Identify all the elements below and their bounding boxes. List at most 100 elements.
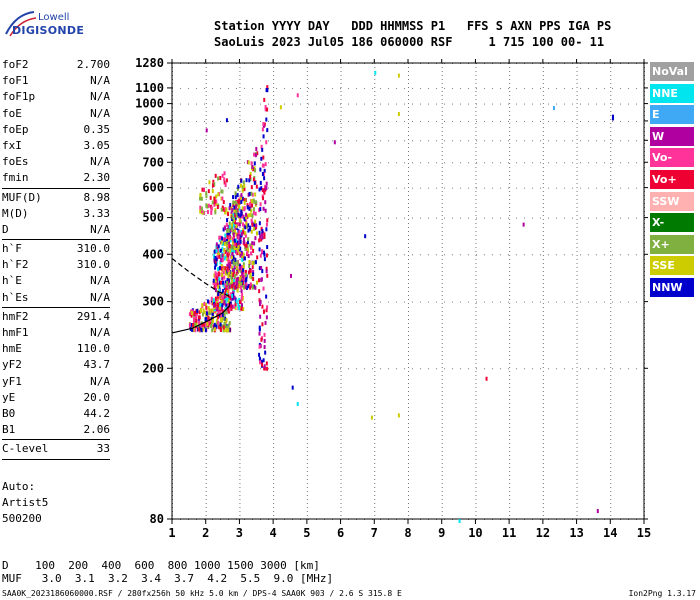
echo-point — [244, 272, 247, 277]
grid-dot-y — [404, 140, 405, 142]
grid-dot-x — [475, 299, 477, 300]
grid-dot-x — [374, 219, 376, 220]
grid-dot-y — [524, 120, 525, 122]
echo-point — [259, 343, 262, 348]
echo-point — [266, 128, 269, 133]
echo-point — [266, 218, 269, 223]
grid-dot-y — [548, 87, 549, 89]
grid-dot-x — [306, 467, 308, 468]
grid-dot-x — [239, 275, 241, 276]
grid-dot-y — [364, 187, 365, 189]
grid-dot-x — [475, 303, 477, 304]
echo-point — [207, 203, 210, 208]
grid-dot-x — [509, 175, 511, 176]
echo-point — [237, 222, 240, 227]
grid-dot-y — [580, 162, 581, 164]
echo-point — [212, 179, 215, 184]
grid-dot-y — [212, 368, 213, 370]
grid-dot-x — [273, 83, 275, 84]
echo-point — [195, 314, 198, 319]
grid-dot-x — [576, 471, 578, 472]
grid-dot-y — [356, 162, 357, 164]
grid-dot-x — [408, 467, 409, 468]
param-row: hmF1 N/A — [2, 325, 110, 341]
grid-dot-x — [239, 475, 241, 476]
grid-dot-x — [205, 495, 207, 496]
echo-point — [202, 308, 205, 313]
grid-dot-x — [441, 343, 443, 344]
grid-dot-x — [374, 131, 376, 132]
grid-dot-y — [628, 87, 629, 89]
grid-dot-x — [374, 99, 376, 100]
grid-dot-x — [408, 363, 409, 364]
grid-dot-y — [332, 140, 333, 142]
grid-dot-y — [276, 87, 277, 89]
grid-dot-y — [252, 140, 253, 142]
echo-point — [208, 300, 211, 305]
grid-dot-x — [576, 303, 578, 304]
echo-point — [263, 190, 266, 195]
grid-dot-x — [408, 439, 409, 440]
grid-dot-x — [441, 463, 443, 464]
polarization-legend: NoVal NNE E W Vo- Vo+ SSW X- X+ SSE NNW — [650, 62, 694, 300]
grid-dot-x — [509, 503, 511, 504]
echo-point — [265, 185, 268, 190]
grid-dot-x — [306, 171, 308, 172]
grid-dot-x — [273, 371, 275, 372]
grid-dot-y — [500, 254, 501, 256]
y-tick-label: 1280 — [135, 56, 164, 70]
echo-point — [214, 274, 217, 279]
grid-dot-x — [374, 123, 376, 124]
echo-point — [242, 214, 245, 219]
grid-dot-y — [220, 368, 221, 370]
grid-dot-x — [273, 75, 275, 76]
echo-point — [215, 321, 218, 326]
grid-dot-x — [542, 387, 544, 388]
echo-point — [243, 240, 246, 245]
grid-dot-x — [306, 387, 308, 388]
grid-dot-x — [374, 119, 376, 120]
grid-dot-y — [492, 140, 493, 142]
grid-dot-y — [308, 103, 309, 105]
grid-dot-x — [306, 175, 308, 176]
grid-dot-x — [441, 107, 443, 108]
grid-dot-x — [576, 191, 578, 192]
echo-point — [333, 140, 336, 145]
grid-dot-x — [239, 75, 241, 76]
echo-point — [258, 325, 261, 330]
grid-dot-x — [239, 103, 241, 104]
grid-dot-y — [220, 217, 221, 219]
grid-dot-y — [236, 368, 237, 370]
grid-dot-x — [576, 347, 578, 348]
grid-dot-x — [239, 351, 241, 352]
echo-point — [237, 242, 240, 247]
param-value: 0.35 — [83, 122, 111, 136]
grid-dot-x — [205, 487, 207, 488]
echo-point — [234, 213, 237, 218]
grid-dot-x — [610, 323, 612, 324]
grid-dot-x — [542, 491, 544, 492]
echo-point — [235, 210, 238, 215]
grid-dot-x — [273, 467, 275, 468]
grid-dot-x — [576, 383, 578, 384]
grid-dot-x — [239, 127, 241, 128]
grid-dot-x — [542, 207, 544, 208]
grid-dot-x — [273, 303, 275, 304]
grid-dot-y — [308, 254, 309, 256]
grid-dot-x — [273, 135, 275, 136]
echo-point — [235, 281, 238, 286]
grid-dot-x — [610, 315, 612, 316]
grid-dot-x — [273, 335, 275, 336]
grid-dot-y — [300, 87, 301, 89]
echo-point — [223, 237, 226, 242]
echo-point — [263, 332, 266, 337]
param-name: foEp — [2, 122, 29, 136]
grid-dot-x — [273, 399, 275, 400]
echo-point — [243, 184, 246, 189]
grid-dot-x — [340, 263, 342, 264]
grid-dot-x — [340, 67, 342, 68]
grid-dot-x — [509, 307, 511, 308]
echo-point — [485, 376, 488, 381]
echo-point — [252, 226, 255, 231]
echo-point — [210, 210, 213, 215]
